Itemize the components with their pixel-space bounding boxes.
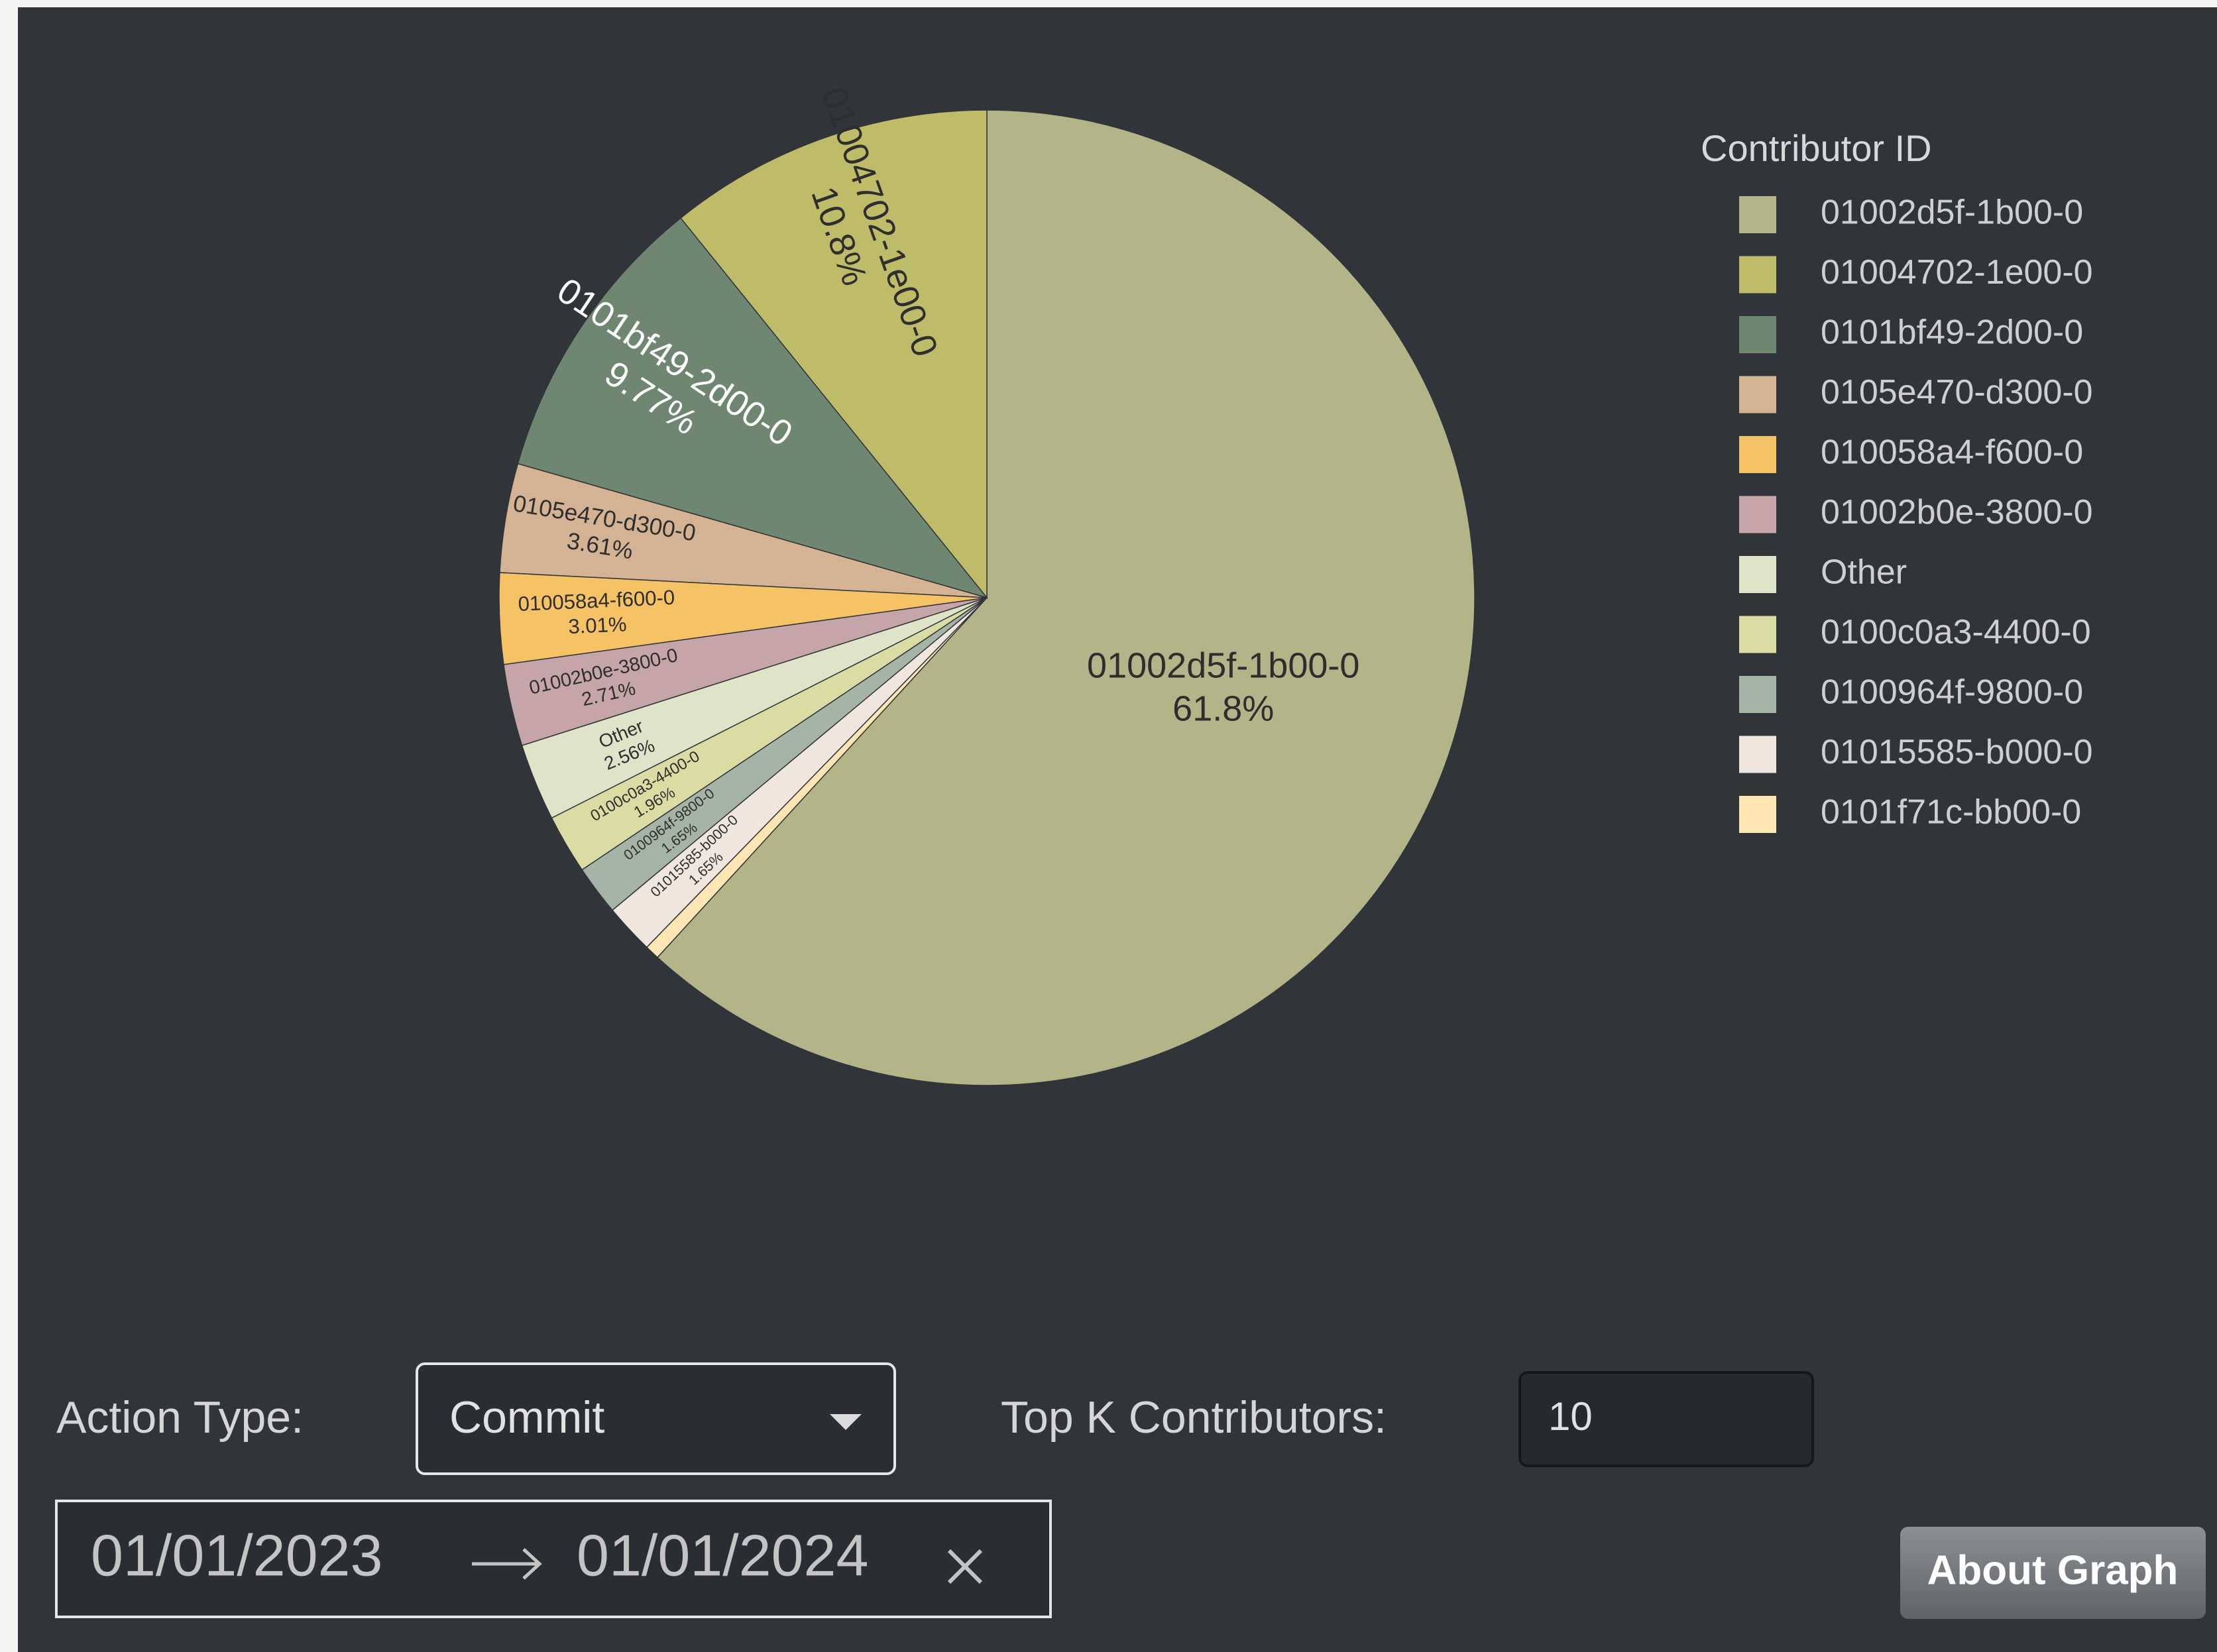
top-k-value: 10 xyxy=(1548,1394,1593,1439)
legend-swatch xyxy=(1739,496,1776,533)
pie-chart: 01002d5f-1b00-061.8%01004702-1e00-010.8%… xyxy=(498,82,1475,1086)
action-type-select[interactable]: Commit xyxy=(416,1362,896,1475)
legend-label: Other xyxy=(1821,553,1907,592)
select-box[interactable] xyxy=(416,1362,896,1475)
legend-swatch xyxy=(1739,556,1776,593)
legend-label: 01002b0e-3800-0 xyxy=(1821,493,2093,531)
legend-swatch xyxy=(1739,196,1776,233)
date-start[interactable]: 01/01/2023 xyxy=(91,1522,382,1588)
slice-label: 01002d5f-1b00-061.8% xyxy=(1087,646,1359,729)
date-range-picker[interactable] xyxy=(55,1500,1052,1618)
legend-swatch xyxy=(1739,676,1776,713)
legend-label: 0100964f-9800-0 xyxy=(1821,673,2083,712)
legend-label: 0101f71c-bb00-0 xyxy=(1821,793,2081,832)
legend-label: 0100c0a3-4400-0 xyxy=(1821,613,2091,651)
legend-label: 01004702-1e00-0 xyxy=(1821,253,2093,292)
slice-name: 01002d5f-1b00-0 xyxy=(1087,646,1359,686)
pie-slice xyxy=(646,597,988,958)
legend-label: 0101bf49-2d00-0 xyxy=(1821,313,2083,352)
date-arrow xyxy=(472,1548,542,1580)
select-value: Commit xyxy=(449,1392,604,1443)
top-k-label: Top K Contributors: xyxy=(1001,1392,1387,1443)
legend-swatch xyxy=(1739,436,1776,473)
legend-swatch xyxy=(1739,376,1776,413)
slice-label: 010058a4-f600-03.01% xyxy=(518,586,675,638)
legend: 01002d5f-1b00-0 01004702-1e00-0 0101bf49-2… xyxy=(1739,193,2093,833)
pie-slice xyxy=(656,109,1475,1086)
legend-label: 01002d5f-1b00-0 xyxy=(1821,193,2083,232)
pie-slice xyxy=(679,109,988,600)
pie-slice xyxy=(517,217,989,599)
legend-swatch xyxy=(1739,616,1776,653)
clear-dates[interactable] xyxy=(947,1549,983,1584)
legend-swatch xyxy=(1739,316,1776,353)
legend-swatch xyxy=(1739,796,1776,833)
action-type-label: Action Type: xyxy=(56,1392,304,1443)
legend-label: 01015585-b000-0 xyxy=(1821,733,2093,771)
dropdown-arrow xyxy=(830,1414,862,1430)
date-end[interactable]: 01/01/2024 xyxy=(577,1522,868,1588)
legend-label: 0105e470-d300-0 xyxy=(1821,373,2093,412)
slice-percent: 61.8% xyxy=(1172,688,1274,728)
about-graph-label: About Graph xyxy=(1927,1547,2179,1593)
legend-title: Contributor ID xyxy=(1701,127,1932,169)
legend-swatch xyxy=(1739,256,1776,294)
legend-label: 010058a4-f600-0 xyxy=(1821,433,2083,472)
legend-swatch xyxy=(1739,736,1776,773)
slice-percent: 3.01% xyxy=(568,612,628,638)
about-graph-button[interactable] xyxy=(1900,1527,2206,1619)
top-k-input[interactable] xyxy=(1518,1371,1814,1467)
